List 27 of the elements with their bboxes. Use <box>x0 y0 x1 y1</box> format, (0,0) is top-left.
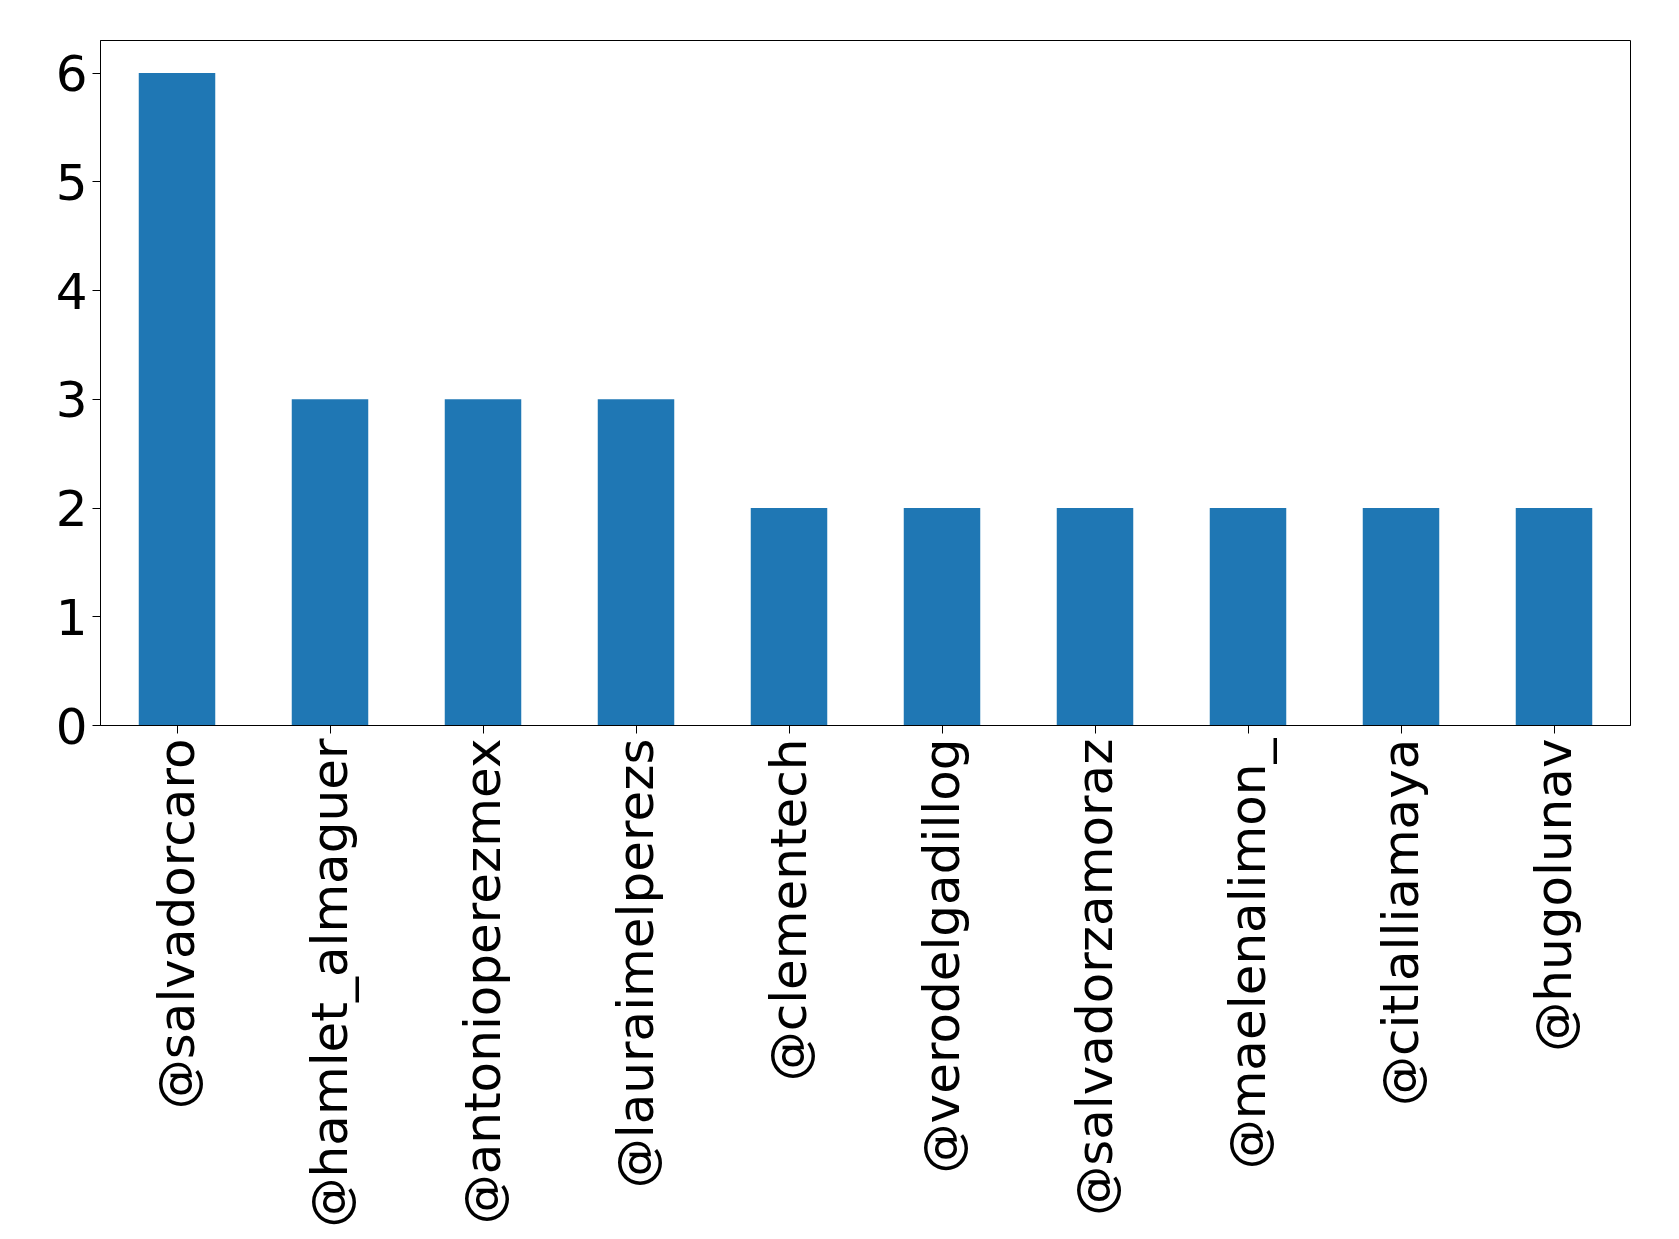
x-tick-label: @hamlet_almaguer <box>301 738 359 1228</box>
bar <box>597 399 675 726</box>
bar <box>903 508 981 726</box>
bar <box>1362 508 1440 726</box>
x-tick-label: @lauraimelperezs <box>607 738 665 1189</box>
bar <box>1209 508 1287 726</box>
bar <box>1515 508 1593 726</box>
y-tick-label: 4 <box>55 262 88 321</box>
bar <box>750 508 828 726</box>
x-tick-label: @hugolunav <box>1525 738 1583 1052</box>
y-tick-label: 0 <box>55 697 88 756</box>
bar <box>1056 508 1134 726</box>
bar <box>444 399 522 726</box>
bar <box>138 73 216 726</box>
y-tick-label: 6 <box>55 45 88 104</box>
bar <box>291 399 369 726</box>
y-tick-label: 3 <box>55 371 88 430</box>
x-tick-label: @verodelgadillog <box>913 738 971 1174</box>
y-tick-label: 5 <box>55 153 88 212</box>
x-tick-label: @citlalliamaya <box>1372 738 1430 1106</box>
x-tick-label: @maelenalimon_ <box>1219 737 1277 1170</box>
x-tick-label: @antonioperezmex <box>454 738 512 1225</box>
y-tick-label: 2 <box>55 480 88 539</box>
x-tick-label: @salvadorcaro <box>148 738 206 1110</box>
x-tick-label: @clementech <box>760 738 818 1082</box>
x-tick-label: @salvadorzamoraz <box>1066 738 1124 1216</box>
y-tick-label: 1 <box>55 588 88 647</box>
